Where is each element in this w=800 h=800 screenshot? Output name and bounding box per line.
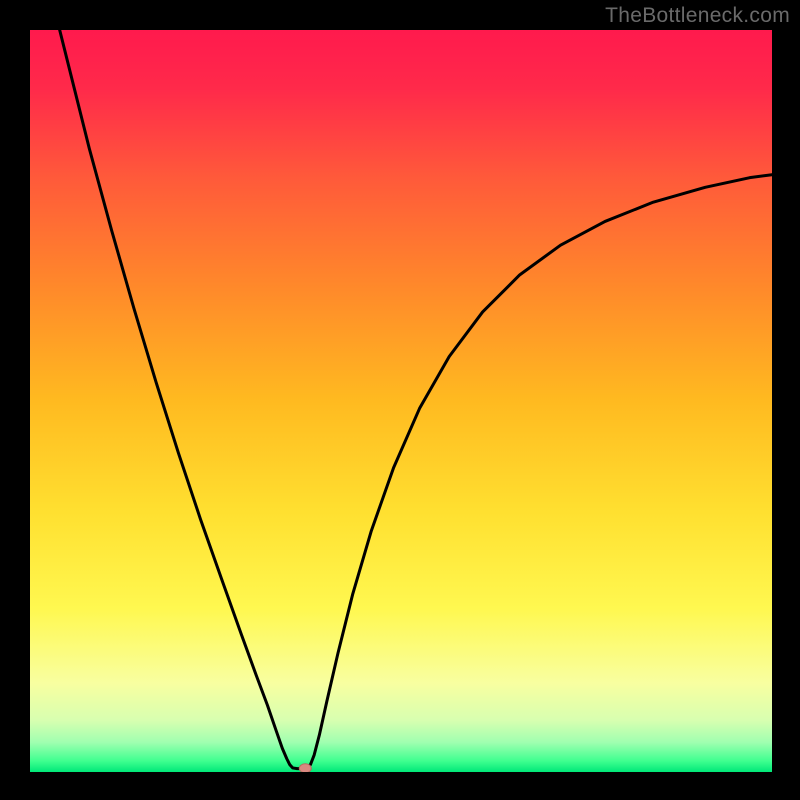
optimal-marker	[299, 764, 311, 772]
gradient-background	[30, 30, 772, 772]
watermark-text: TheBottleneck.com	[605, 4, 790, 28]
plot-area	[30, 30, 772, 772]
chart-svg	[30, 30, 772, 772]
